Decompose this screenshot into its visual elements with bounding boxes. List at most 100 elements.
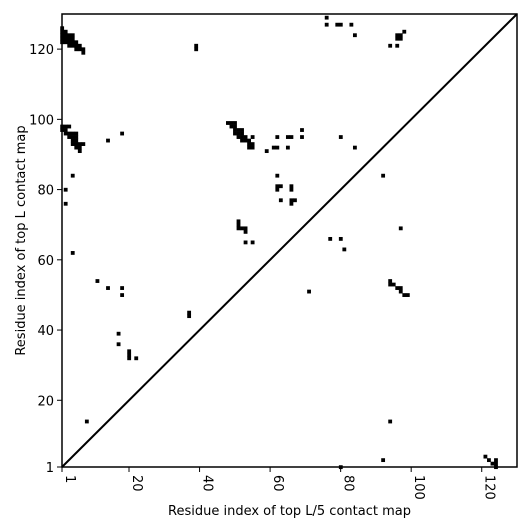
contact-cell-top-l: [70, 36, 75, 41]
contact-cell-top-l: [398, 289, 403, 294]
x-axis-ticks: 1 20 40 60 80 100 120: [61, 467, 497, 500]
contact-cell-top-l: [74, 40, 79, 45]
x-tick-label: 40: [200, 475, 215, 492]
contact-cell-top-l: [77, 47, 82, 52]
contact-cells: [60, 15, 498, 470]
contact-cell-top-l: [240, 138, 244, 143]
contact-cell-top-l: [285, 145, 290, 150]
contact-cell-top-l: [398, 226, 403, 231]
contact-cell-top-l: [120, 286, 125, 290]
contact-cell-top-l: [67, 36, 72, 41]
contact-cell-top-l: [67, 40, 72, 45]
contact-cell-top-l: [233, 131, 237, 136]
contact-cell-top-l: [398, 286, 403, 290]
contact-cell-top-l: [324, 22, 329, 27]
contact-cell-top-l: [127, 349, 132, 354]
contact-cell-top-l: [226, 121, 230, 125]
contact-cell-top-l: [63, 128, 68, 132]
x-tick-label: 1: [62, 475, 77, 483]
contact-cell-top-l: [81, 142, 86, 146]
contact-cell-top-l: [275, 184, 280, 189]
contact-cell-top-l: [187, 314, 192, 319]
contact-cell-top-l: [338, 135, 343, 139]
contact-cell-top-l: [275, 173, 280, 178]
contact-cell-top-l: [70, 33, 75, 38]
contact-cell-top-l: [388, 279, 393, 283]
contact-cell-top-l: [134, 356, 139, 361]
contact-cell-top-l: [342, 247, 347, 252]
contact-cell-top-l: [247, 142, 251, 146]
contact-cell-top-l: [388, 43, 393, 48]
y-tick-label: 20: [37, 394, 54, 409]
contact-cell-top-l: [236, 135, 241, 139]
contact-cell-top-l: [70, 173, 75, 178]
contact-cell-top-l: [63, 131, 68, 136]
contact-cell-top-l: [338, 22, 343, 27]
x-tick-label: 120: [482, 475, 497, 500]
y-tick-label: 40: [37, 324, 54, 339]
contact-cell-top-l: [67, 33, 72, 38]
contact-cell-top-l: [250, 240, 255, 245]
contact-cell-top-l: [70, 138, 75, 143]
contact-cell-top-l: [74, 131, 79, 136]
contact-cell-top-l: [243, 138, 248, 143]
contact-cell-top-l: [77, 145, 82, 150]
x-tick-label: 20: [129, 475, 144, 492]
contact-cell-top-l: [243, 226, 248, 231]
contact-cell-top-l: [236, 226, 241, 231]
contact-cell-top-l: [74, 138, 79, 143]
contact-cell-top-l: [247, 145, 251, 150]
contact-cell-top-l: [289, 187, 294, 192]
x-tick-label: 100: [411, 475, 426, 500]
contact-cell-top-l: [395, 43, 400, 48]
contact-cell-top-l: [74, 47, 79, 52]
y-tick-label: 80: [37, 184, 54, 199]
contact-cell-top-l: [70, 142, 75, 146]
y-tick-label: 60: [37, 254, 54, 269]
contact-cell-top-l: [243, 135, 248, 139]
contact-cell-top-l: [194, 47, 199, 52]
contact-cell-top-l: [67, 124, 72, 129]
contact-cell-top-l: [388, 282, 393, 287]
plot-frame: [61, 13, 518, 468]
contact-cell-top-l: [229, 121, 234, 125]
contact-cell-top-l: [324, 15, 329, 20]
contact-cell-top-l: [63, 29, 68, 34]
contact-cell-top-l: [398, 36, 403, 41]
contact-cell-top-l5: [388, 419, 393, 424]
contact-cell-top-l: [67, 43, 72, 48]
contact-cell-top-l: [77, 142, 82, 146]
x-axis-label: Residue index of top L/5 contact map: [168, 504, 411, 519]
contact-cell-top-l: [74, 145, 79, 150]
contact-cell-top-l: [63, 201, 68, 206]
contact-cell-top-l5: [494, 458, 498, 463]
contact-cell-top-l5: [487, 458, 491, 463]
contact-cell-top-l: [236, 131, 241, 136]
contact-cell-top-l5: [490, 461, 495, 466]
contact-cell-top-l: [81, 50, 86, 55]
contact-cell-top-l: [127, 352, 132, 357]
contact-cell-top-l: [335, 22, 340, 27]
contact-cell-top-l: [236, 219, 241, 224]
contact-cell-top-l: [240, 131, 244, 136]
contact-cell-top-l: [233, 128, 237, 132]
y-tick-label: 1: [46, 461, 54, 476]
contact-cell-top-l5: [494, 461, 498, 466]
contact-cell-top-l: [289, 201, 294, 206]
contact-cell-top-l: [63, 33, 68, 38]
contact-cell-top-l: [264, 149, 269, 154]
contact-cell-top-l: [233, 121, 237, 125]
contact-cell-top-l: [63, 124, 68, 129]
contact-cell-top-l: [300, 128, 304, 132]
contact-cell-top-l: [300, 135, 304, 139]
y-tick-label: 100: [29, 113, 54, 128]
contact-cell-top-l: [74, 142, 79, 146]
contact-cell-top-l: [289, 184, 294, 189]
contact-cell-top-l: [67, 131, 72, 136]
contact-cell-top-l: [293, 198, 297, 203]
contact-cell-top-l: [395, 33, 400, 38]
y-axis-label: Residue index of top L contact map: [14, 125, 29, 355]
x-tick-label: 60: [270, 475, 285, 492]
contact-cell-top-l: [106, 138, 110, 143]
